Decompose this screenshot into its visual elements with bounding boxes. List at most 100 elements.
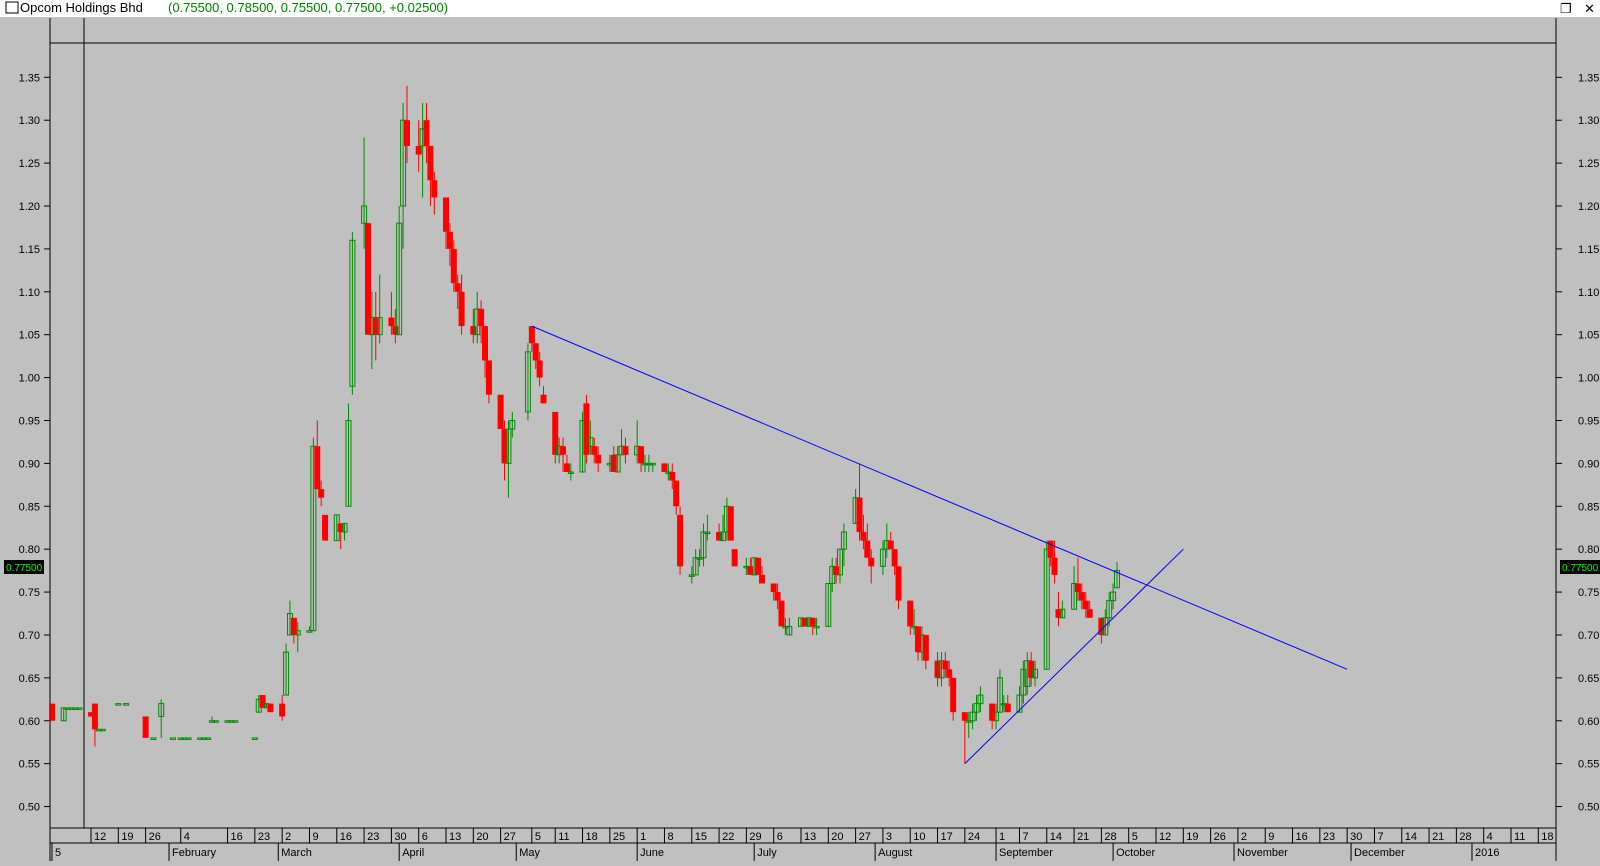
y-tick-label-right: 0.80	[1578, 544, 1599, 556]
candle-body	[1074, 583, 1081, 593]
y-tick-label-right: 0.60	[1578, 716, 1599, 728]
candle	[427, 145, 434, 207]
candle-body	[755, 557, 762, 575]
candle-body	[177, 737, 184, 740]
candle-body	[649, 462, 656, 466]
month-label: February	[172, 847, 217, 859]
month-label: May	[519, 847, 540, 859]
ohlc-readout: (0.75500, 0.78500, 0.75500, 0.77500, +0.…	[168, 0, 448, 15]
candle-body	[973, 703, 980, 713]
candle	[388, 291, 395, 335]
candle-body	[942, 660, 949, 670]
candle	[813, 617, 820, 635]
candle	[158, 699, 165, 738]
candle	[727, 506, 734, 541]
candle	[638, 446, 645, 472]
y-tick-label-right: 0.65	[1578, 673, 1599, 685]
candle-body	[934, 660, 941, 678]
candle	[965, 712, 972, 738]
close-window-icon[interactable]: ✕	[1584, 1, 1595, 16]
candle	[969, 703, 976, 730]
candle-body	[622, 446, 629, 455]
candle-body	[977, 694, 984, 705]
candle	[915, 626, 922, 661]
x-tick-label: 18	[1541, 831, 1553, 843]
candle-body	[860, 532, 867, 541]
x-tick-label: 1	[999, 831, 1005, 843]
candle-body	[536, 360, 543, 378]
candle	[361, 137, 368, 249]
candle-body	[485, 360, 492, 395]
candle-body	[907, 600, 914, 627]
candle	[731, 549, 738, 567]
candle-body	[719, 531, 726, 542]
candle	[774, 583, 781, 610]
candle-body	[864, 540, 871, 558]
candle-body	[993, 711, 1000, 722]
y-tick-label-right: 0.55	[1578, 759, 1599, 771]
x-tick-label: 4	[184, 831, 190, 843]
candle-body	[169, 737, 176, 740]
right-last-price-label: 0.77500	[1562, 563, 1599, 574]
month-label: March	[281, 847, 312, 859]
y-tick-label-right: 1.15	[1578, 244, 1599, 256]
candle	[283, 643, 290, 696]
x-tick-label: 30	[1350, 831, 1362, 843]
candle-body	[1113, 570, 1120, 589]
candle	[372, 291, 379, 361]
candle	[1028, 652, 1035, 687]
x-tick-label: 13	[804, 831, 816, 843]
candle-body	[1016, 694, 1023, 713]
candle-body	[458, 291, 465, 327]
candle-body	[1106, 600, 1113, 619]
y-tick-label-left: 0.65	[19, 673, 40, 685]
candle-body	[68, 707, 75, 710]
candle-body	[989, 703, 996, 721]
y-tick-label-left: 1.10	[19, 287, 40, 299]
candle	[1110, 583, 1117, 610]
candle	[76, 707, 83, 710]
x-tick-label: 19	[121, 831, 133, 843]
candle-body	[142, 716, 149, 738]
candle	[1078, 583, 1085, 610]
x-tick-label: 15	[695, 831, 707, 843]
candle-body	[1043, 548, 1050, 670]
candle	[942, 652, 949, 678]
candle-body	[700, 531, 707, 559]
candle	[482, 326, 489, 378]
candle	[267, 703, 274, 713]
candle-body	[965, 720, 972, 723]
candle	[996, 669, 1003, 713]
candle	[946, 660, 953, 687]
candle	[641, 454, 648, 472]
candle	[700, 523, 707, 567]
candle	[376, 274, 383, 344]
candle	[1098, 617, 1105, 644]
candle-body	[677, 514, 684, 567]
candle-body	[731, 549, 738, 567]
y-tick-label-left: 1.05	[19, 330, 40, 342]
candle-body	[341, 522, 348, 533]
candle	[1074, 557, 1081, 601]
candle	[879, 540, 886, 575]
y-tick-label-right: 0.95	[1578, 415, 1599, 427]
candle-body	[887, 540, 894, 550]
candle	[645, 454, 652, 472]
candle	[322, 514, 329, 541]
restore-window-icon[interactable]: ❐	[1560, 1, 1572, 16]
candle	[1071, 566, 1078, 610]
x-tick-label: 7	[1377, 831, 1383, 843]
candle	[403, 85, 410, 164]
y-tick-label-left: 1.25	[19, 158, 40, 170]
candle	[868, 549, 875, 584]
candle	[887, 532, 894, 550]
candle	[294, 622, 301, 653]
candle-body	[396, 222, 403, 336]
x-tick-label: 23	[258, 831, 270, 843]
candle-body	[813, 625, 820, 629]
candle	[809, 617, 816, 635]
candle-body	[423, 120, 430, 146]
candle-body	[91, 703, 98, 730]
candle-body	[560, 446, 567, 455]
